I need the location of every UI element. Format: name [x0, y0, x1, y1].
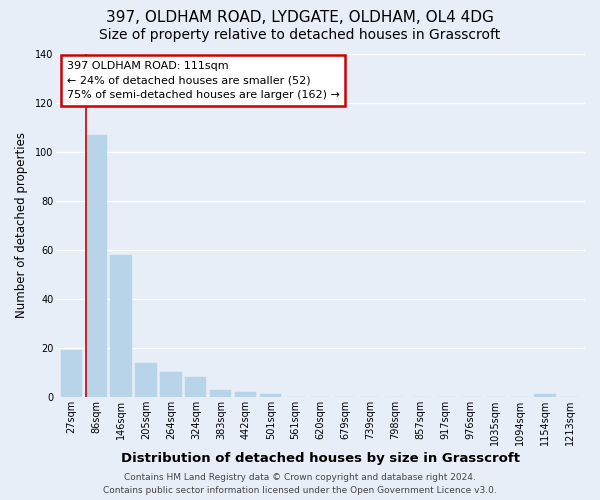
X-axis label: Distribution of detached houses by size in Grasscroft: Distribution of detached houses by size … [121, 452, 520, 465]
Bar [110, 255, 131, 397]
Bar [86, 135, 107, 397]
Bar [61, 350, 82, 397]
Bar [260, 394, 281, 397]
Text: 397, OLDHAM ROAD, LYDGATE, OLDHAM, OL4 4DG: 397, OLDHAM ROAD, LYDGATE, OLDHAM, OL4 4… [106, 10, 494, 25]
Bar [160, 372, 182, 397]
Bar [185, 378, 206, 397]
Text: 397 OLDHAM ROAD: 111sqm
← 24% of detached houses are smaller (52)
75% of semi-de: 397 OLDHAM ROAD: 111sqm ← 24% of detache… [67, 61, 340, 100]
Text: Size of property relative to detached houses in Grasscroft: Size of property relative to detached ho… [100, 28, 500, 42]
Text: Contains HM Land Registry data © Crown copyright and database right 2024.
Contai: Contains HM Land Registry data © Crown c… [103, 474, 497, 495]
Bar [210, 390, 232, 397]
Bar [535, 394, 556, 397]
Bar [136, 362, 157, 397]
Bar [235, 392, 256, 397]
Y-axis label: Number of detached properties: Number of detached properties [15, 132, 28, 318]
